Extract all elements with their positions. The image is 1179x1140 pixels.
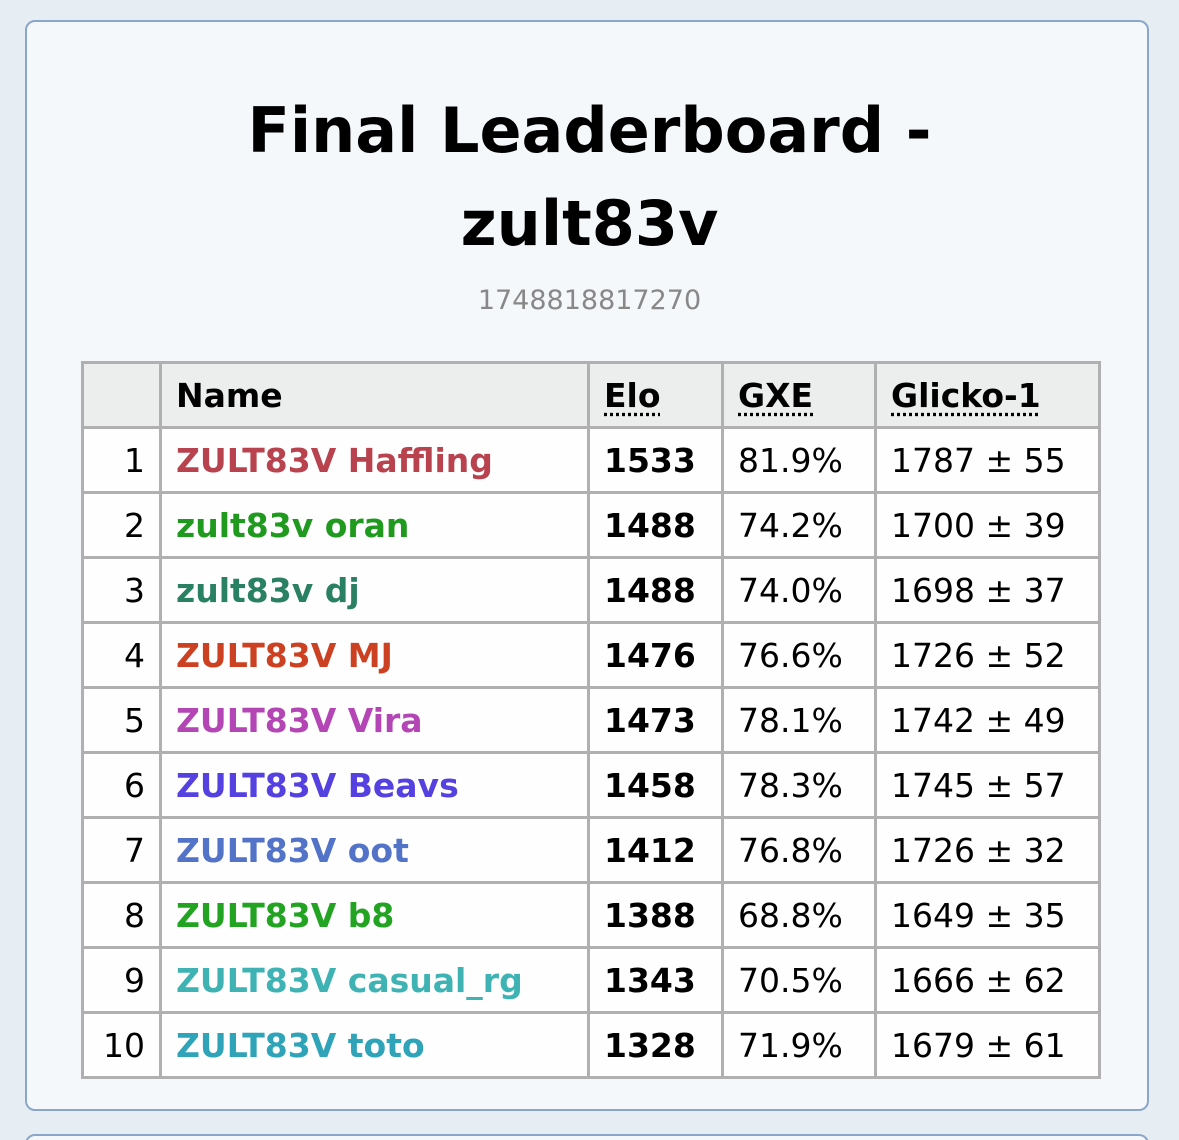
glicko: 1698 ± 37 xyxy=(874,556,1101,624)
rank-header xyxy=(81,361,162,429)
column-header[interactable]: GXE xyxy=(721,361,877,429)
rank: 9 xyxy=(81,946,162,1014)
column-header: Name xyxy=(159,361,590,429)
row: 10 ZULT83V toto 1328 71.9% 1679 ± 61 xyxy=(81,1011,1101,1079)
sort-link[interactable]: Glicko-1 xyxy=(891,375,1041,415)
rank: 7 xyxy=(81,816,162,884)
next-panel xyxy=(25,1134,1149,1140)
row: 3 zult83v dj 1488 74.0% 1698 ± 37 xyxy=(81,556,1101,624)
row: 4 ZULT83V MJ 1476 76.6% 1726 ± 52 xyxy=(81,621,1101,689)
sort-link[interactable]: GXE xyxy=(738,375,814,415)
title: Final Leaderboard - zult83v xyxy=(0,84,1179,270)
gxe: 68.8% xyxy=(721,881,877,949)
rank: 10 xyxy=(81,1011,162,1079)
player-name: ZULT83V b8 xyxy=(159,881,590,949)
gxe: 81.9% xyxy=(721,426,877,494)
player-name: ZULT83V Haffling xyxy=(159,426,590,494)
rank: 5 xyxy=(81,686,162,754)
gxe: 78.1% xyxy=(721,686,877,754)
glicko: 1742 ± 49 xyxy=(874,686,1101,754)
glicko: 1700 ± 39 xyxy=(874,491,1101,559)
row: 5 ZULT83V Vira 1473 78.1% 1742 ± 49 xyxy=(81,686,1101,754)
player-name: ZULT83V oot xyxy=(159,816,590,884)
title-text: Final Leaderboard - zult83v xyxy=(247,94,932,260)
row: 9 ZULT83V casual_rg 1343 70.5% 1666 ± 62 xyxy=(81,946,1101,1014)
rank: 4 xyxy=(81,621,162,689)
gxe: 78.3% xyxy=(721,751,877,819)
elo: 1412 xyxy=(587,816,724,884)
glicko: 1649 ± 35 xyxy=(874,881,1101,949)
gxe: 74.2% xyxy=(721,491,877,559)
gxe: 70.5% xyxy=(721,946,877,1014)
player-name: ZULT83V Vira xyxy=(159,686,590,754)
elo: 1328 xyxy=(587,1011,724,1079)
player-name: zult83v oran xyxy=(159,491,590,559)
row: 7 ZULT83V oot 1412 76.8% 1726 ± 32 xyxy=(81,816,1101,884)
rank: 2 xyxy=(81,491,162,559)
glicko: 1787 ± 55 xyxy=(874,426,1101,494)
header-row: Name Elo GXE Glicko-1 xyxy=(81,361,1101,429)
elo: 1476 xyxy=(587,621,724,689)
rank: 1 xyxy=(81,426,162,494)
player-name: zult83v dj xyxy=(159,556,590,624)
elo: 1488 xyxy=(587,556,724,624)
gxe: 76.8% xyxy=(721,816,877,884)
gxe: 71.9% xyxy=(721,1011,877,1079)
row: 2 zult83v oran 1488 74.2% 1700 ± 39 xyxy=(81,491,1101,559)
player-name: ZULT83V Beavs xyxy=(159,751,590,819)
player-name: ZULT83V MJ xyxy=(159,621,590,689)
glicko: 1679 ± 61 xyxy=(874,1011,1101,1079)
leaderboard: Name Elo GXE Glicko-1 1 ZULT83V Haffling 1… xyxy=(81,361,1101,1079)
subtitle: 1748818817270 xyxy=(477,285,702,316)
column-header[interactable]: Elo xyxy=(587,361,724,429)
gxe: 74.0% xyxy=(721,556,877,624)
sort-link[interactable]: Elo xyxy=(604,375,661,415)
player-name: ZULT83V casual_rg xyxy=(159,946,590,1014)
row: 1 ZULT83V Haffling 1533 81.9% 1787 ± 55 xyxy=(81,426,1101,494)
column-header[interactable]: Glicko-1 xyxy=(874,361,1101,429)
elo: 1473 xyxy=(587,686,724,754)
elo: 1388 xyxy=(587,881,724,949)
rank: 3 xyxy=(81,556,162,624)
gxe: 76.6% xyxy=(721,621,877,689)
table-body: 1 ZULT83V Haffling 1533 81.9% 1787 ± 55 2 zult… xyxy=(81,426,1101,1079)
glicko: 1745 ± 57 xyxy=(874,751,1101,819)
glicko: 1666 ± 62 xyxy=(874,946,1101,1014)
rank: 6 xyxy=(81,751,162,819)
glicko: 1726 ± 32 xyxy=(874,816,1101,884)
row: 6 ZULT83V Beavs 1458 78.3% 1745 ± 57 xyxy=(81,751,1101,819)
elo: 1343 xyxy=(587,946,724,1014)
rank: 8 xyxy=(81,881,162,949)
row: 8 ZULT83V b8 1388 68.8% 1649 ± 35 xyxy=(81,881,1101,949)
elo: 1488 xyxy=(587,491,724,559)
player-name: ZULT83V toto xyxy=(159,1011,590,1079)
elo: 1458 xyxy=(587,751,724,819)
glicko: 1726 ± 52 xyxy=(874,621,1101,689)
elo: 1533 xyxy=(587,426,724,494)
